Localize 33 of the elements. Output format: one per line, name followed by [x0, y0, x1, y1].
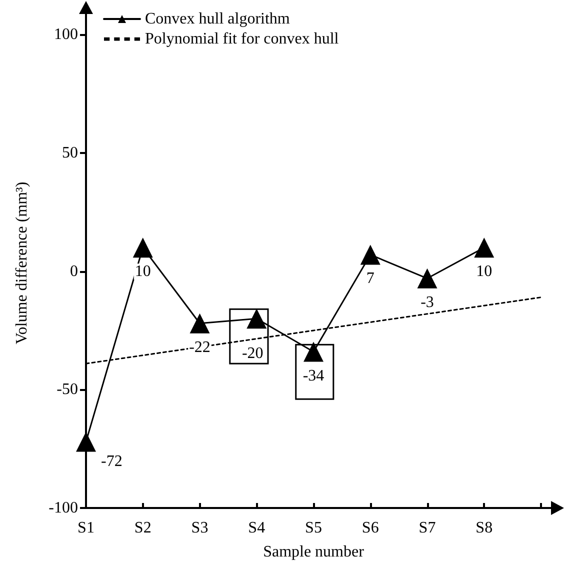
- legend-label: Convex hull algorithm: [145, 10, 290, 28]
- x-tick-label: S8: [476, 520, 493, 536]
- x-tick-label: S5: [305, 520, 322, 536]
- point: [76, 432, 96, 452]
- y-tick-label: -50: [56, 381, 78, 398]
- y-tick-label: -100: [48, 500, 78, 516]
- point: [417, 268, 438, 288]
- x-tick-label: S3: [191, 520, 208, 536]
- point: [474, 238, 494, 258]
- x-tick-label: S1: [78, 520, 94, 536]
- data-label: -20: [242, 345, 264, 362]
- point: [246, 308, 267, 329]
- legend-label: Polynomial fit for convex hull: [145, 30, 340, 48]
- y-axis-title: Volume difference (mm³): [14, 182, 30, 344]
- x-tick-label: S6: [362, 520, 379, 536]
- point: [360, 244, 380, 265]
- data-label: -34: [302, 367, 324, 384]
- x-tick-label: S7: [418, 520, 436, 536]
- data-label: -72: [101, 453, 122, 470]
- point: [132, 238, 153, 258]
- x-axis-title: Sample number: [263, 544, 365, 560]
- x-tick-label: S4: [248, 520, 266, 536]
- data-label: -22: [189, 338, 210, 356]
- data-label: 7: [366, 270, 374, 288]
- data-label: 10: [476, 263, 492, 280]
- point: [304, 342, 324, 362]
- y-tick-label: 50: [62, 144, 78, 162]
- y-tick-label: 100: [54, 26, 78, 44]
- x-tick-label: S2: [134, 520, 152, 536]
- data-label: 10: [134, 263, 151, 280]
- y-tick-label: 0: [70, 262, 78, 280]
- point: [190, 313, 210, 334]
- data-label: -3: [420, 294, 434, 311]
